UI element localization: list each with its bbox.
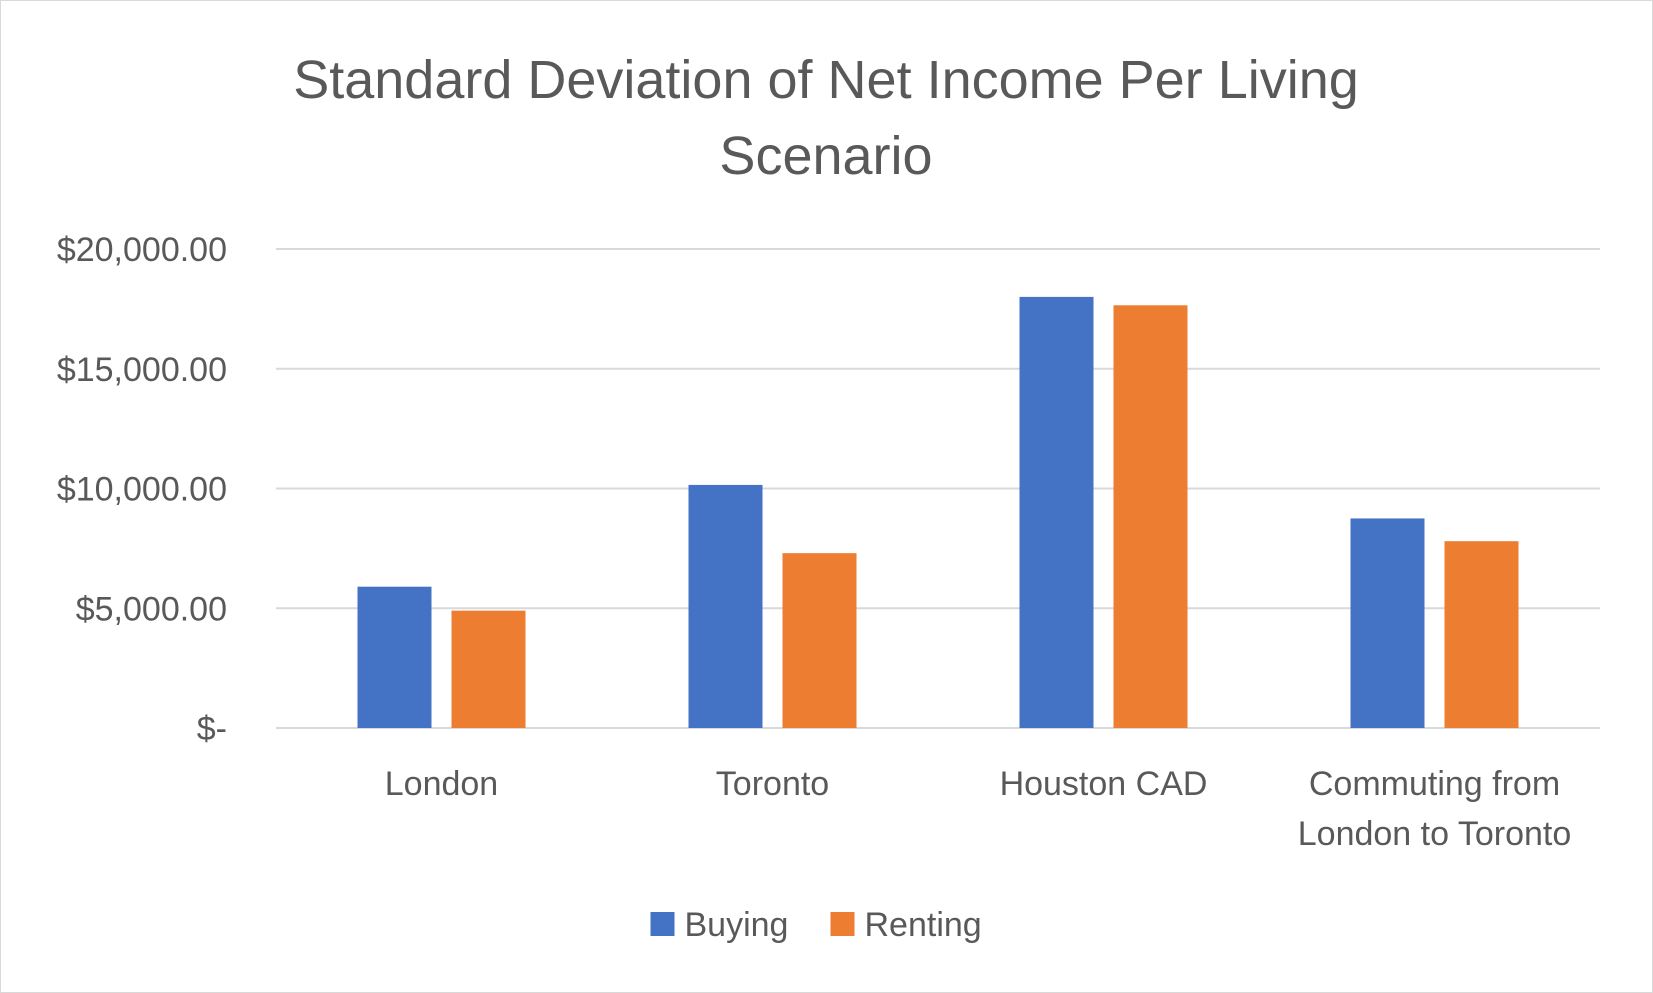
chart-title-line: Scenario [719, 126, 932, 186]
x-axis-category-labels: London Toronto Houston CAD Commuting from Lo… [385, 765, 1571, 853]
y-tick-label: $5,000.00 [76, 590, 227, 628]
y-tick-label: $15,000.00 [57, 351, 227, 389]
bar-renting [1444, 541, 1519, 728]
y-tick-label: $10,000.00 [57, 471, 227, 509]
legend-label-renting: Renting [865, 906, 982, 944]
x-category-label: Toronto [716, 765, 829, 803]
bar-buying [357, 586, 432, 728]
bar-renting [782, 553, 857, 728]
bars [357, 296, 1519, 728]
legend: Buying Renting [650, 906, 982, 944]
bar-buying [688, 484, 763, 728]
bar-buying [1350, 518, 1425, 728]
bar-renting [451, 610, 526, 728]
legend-swatch-buying [650, 912, 675, 936]
legend-swatch-renting [830, 912, 855, 936]
bar-renting [1113, 305, 1188, 728]
x-category-label: Commuting from [1309, 765, 1560, 803]
bar-buying [1019, 296, 1094, 728]
y-tick-label: $- [197, 710, 227, 748]
chart-title: Standard Deviation of Net Income Per Liv… [293, 50, 1359, 186]
legend-label-buying: Buying [685, 906, 789, 944]
x-category-label: London [385, 765, 498, 803]
y-tick-label: $20,000.00 [57, 231, 227, 269]
y-axis-tick-labels: $- $5,000.00 $10,000.00 $15,000.00 $20,000.0… [57, 231, 227, 748]
x-category-label: Houston CAD [1000, 765, 1208, 803]
chart-title-line: Standard Deviation of Net Income Per Liv… [293, 50, 1359, 110]
x-category-label: London to Toronto [1298, 815, 1572, 853]
